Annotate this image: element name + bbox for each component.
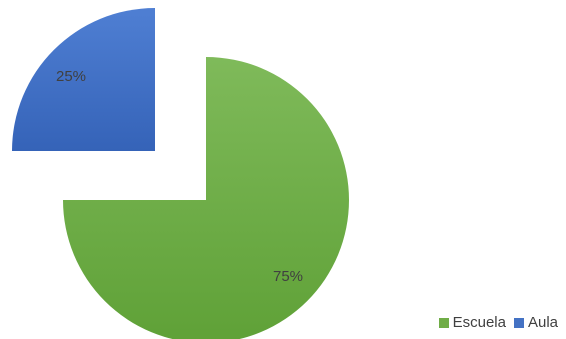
legend-swatch-escuela [438, 317, 449, 328]
legend-swatch-aula [513, 317, 524, 328]
pie-slice-escuela [63, 57, 349, 339]
legend-item-escuela: Escuela [438, 314, 506, 331]
pie-slice-aula [12, 8, 155, 151]
data-label-escuela: 75% [273, 268, 303, 285]
legend-label-escuela: Escuela [452, 314, 506, 331]
legend-item-aula: Aula [513, 314, 558, 331]
legend: Escuela Aula [438, 314, 558, 331]
legend-label-aula: Aula [527, 314, 558, 331]
data-label-aula: 25% [56, 68, 86, 85]
